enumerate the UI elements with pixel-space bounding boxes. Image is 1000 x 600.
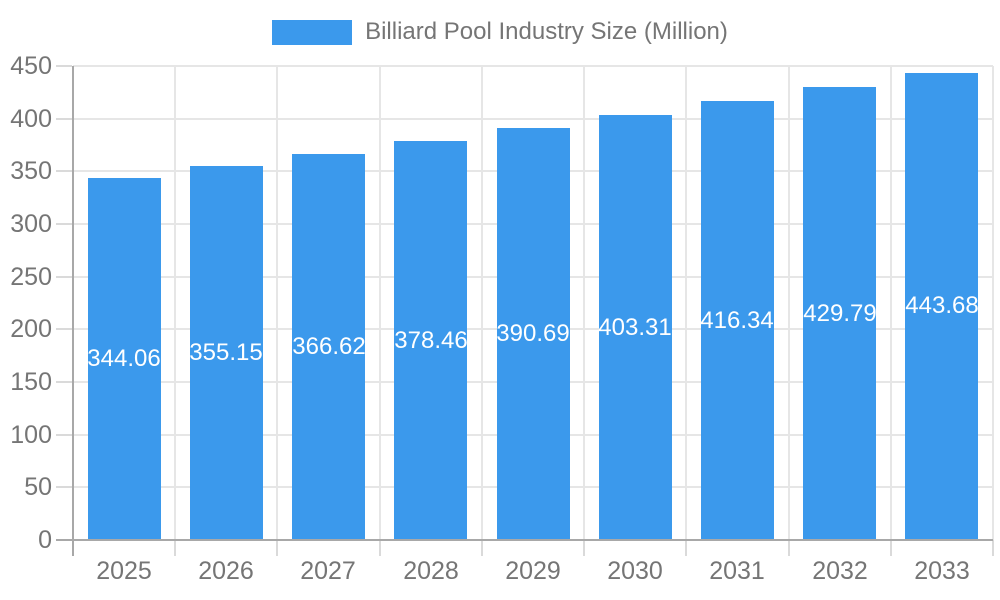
y-axis-tick xyxy=(56,65,72,67)
y-tick-label: 250 xyxy=(10,263,52,291)
legend-label: Billiard Pool Industry Size (Million) xyxy=(365,18,728,45)
v-gridline xyxy=(481,66,483,540)
v-gridline xyxy=(583,66,585,540)
x-axis-tick xyxy=(276,540,278,556)
y-tick-label: 300 xyxy=(10,210,52,238)
x-axis-line xyxy=(56,539,993,541)
bar-value-label: 378.46 xyxy=(394,327,468,354)
v-gridline xyxy=(890,66,892,540)
y-axis-tick xyxy=(56,118,72,120)
bar-value-label: 390.69 xyxy=(496,320,570,347)
bar-value-label: 416.34 xyxy=(700,307,774,334)
y-tick-label: 450 xyxy=(10,52,52,80)
bar-value-label: 366.62 xyxy=(292,333,366,360)
bar-value-label: 443.68 xyxy=(905,292,979,319)
y-axis-tick xyxy=(56,381,72,383)
bar-2032 xyxy=(803,87,876,540)
y-tick-label: 150 xyxy=(10,368,52,396)
v-gridline xyxy=(276,66,278,540)
legend-swatch xyxy=(272,19,353,45)
bar-value-label: 403.31 xyxy=(598,314,672,341)
x-axis-tick xyxy=(685,540,687,556)
x-tick-label: 2030 xyxy=(607,557,663,585)
x-tick-label: 2027 xyxy=(300,557,356,585)
x-axis-tick xyxy=(174,540,176,556)
y-axis-tick xyxy=(56,223,72,225)
bar-2028 xyxy=(394,141,467,540)
y-tick-label: 350 xyxy=(10,157,52,185)
bar-value-label: 344.06 xyxy=(87,345,161,372)
bar-value-label: 429.79 xyxy=(803,300,877,327)
v-gridline xyxy=(379,66,381,540)
legend: Billiard Pool Industry Size (Million) xyxy=(0,16,1000,48)
x-axis-tick xyxy=(583,540,585,556)
bar-2033 xyxy=(905,73,978,540)
x-tick-label: 2029 xyxy=(505,557,561,585)
bar-2029 xyxy=(497,128,570,540)
x-tick-label: 2026 xyxy=(198,557,254,585)
y-axis-tick xyxy=(56,486,72,488)
y-axis-tick xyxy=(56,328,72,330)
bar-2030 xyxy=(599,115,672,540)
x-tick-label: 2032 xyxy=(812,557,868,585)
bar-2026 xyxy=(190,166,263,540)
y-tick-label: 400 xyxy=(10,105,52,133)
v-gridline xyxy=(992,66,994,540)
y-tick-label: 200 xyxy=(10,315,52,343)
v-gridline xyxy=(788,66,790,540)
x-tick-label: 2033 xyxy=(914,557,970,585)
y-axis-tick xyxy=(56,276,72,278)
x-axis-tick xyxy=(788,540,790,556)
bar-2025 xyxy=(88,178,161,540)
v-gridline xyxy=(174,66,176,540)
x-tick-label: 2031 xyxy=(709,557,765,585)
y-axis-tick xyxy=(56,170,72,172)
bar-2031 xyxy=(701,101,774,540)
y-axis-line xyxy=(72,66,74,556)
h-gridline xyxy=(73,118,993,120)
v-gridline xyxy=(685,66,687,540)
y-tick-label: 50 xyxy=(24,473,52,501)
y-tick-label: 0 xyxy=(38,526,52,554)
y-axis-tick xyxy=(56,434,72,436)
x-axis-tick xyxy=(379,540,381,556)
y-tick-label: 100 xyxy=(10,421,52,449)
x-axis-tick xyxy=(481,540,483,556)
x-axis-tick xyxy=(992,540,994,556)
h-gridline xyxy=(73,65,993,67)
x-tick-label: 2028 xyxy=(403,557,459,585)
bar-value-label: 355.15 xyxy=(189,339,263,366)
x-axis-tick xyxy=(890,540,892,556)
x-tick-label: 2025 xyxy=(96,557,152,585)
bar-2027 xyxy=(292,154,365,540)
